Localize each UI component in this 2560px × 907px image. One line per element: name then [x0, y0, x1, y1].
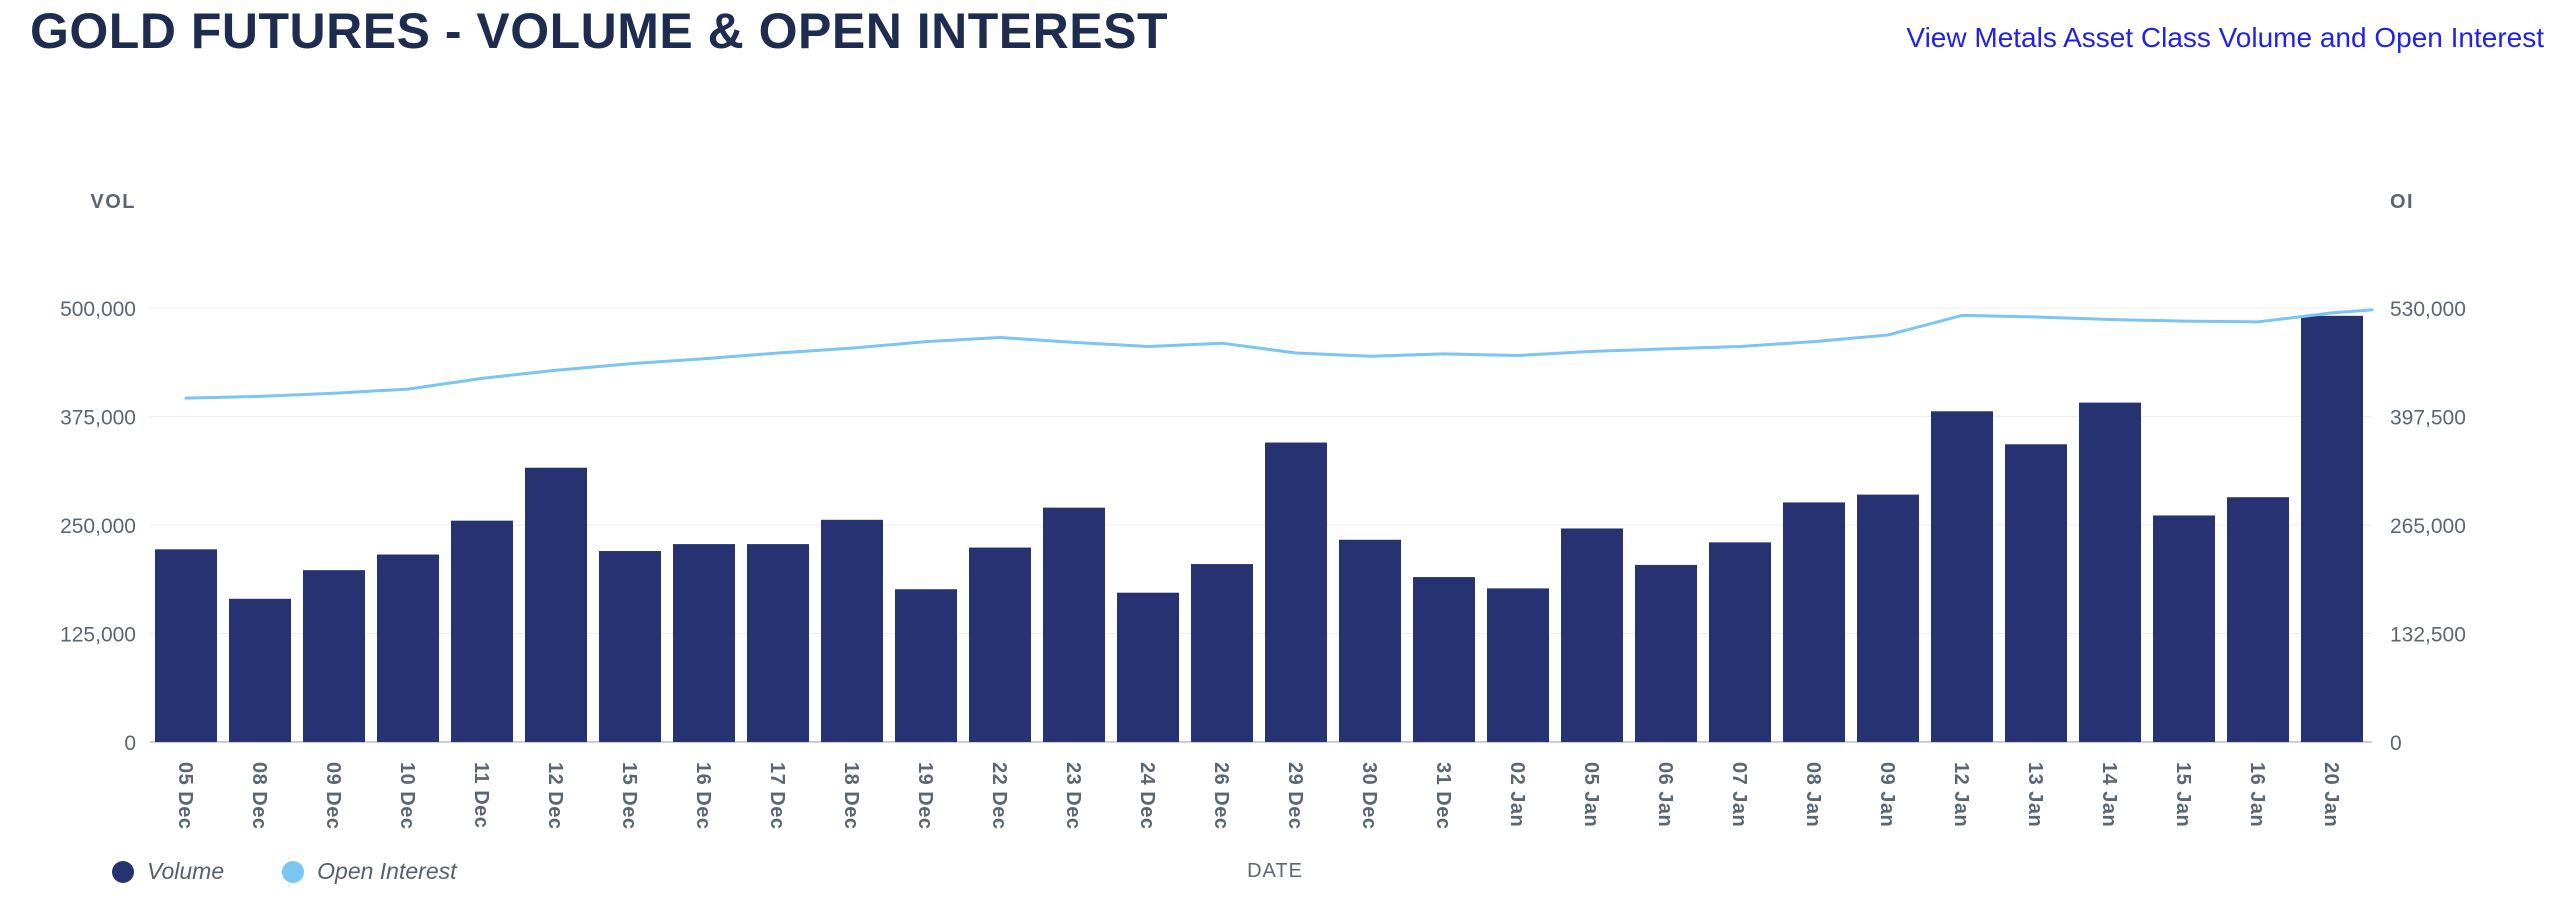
x-axis-label: 12 Dec — [544, 762, 566, 830]
right-axis-tick: 265,000 — [2390, 515, 2466, 538]
left-axis-title: VOL — [90, 191, 136, 213]
legend-volume-label: Volume — [147, 858, 225, 884]
x-axis-label: 24 Dec — [1136, 762, 1158, 830]
right-axis-title: OI — [2390, 191, 2415, 213]
x-axis-label: 16 Jan — [2246, 762, 2268, 827]
x-axis-label: 12 Jan — [1950, 762, 1972, 827]
page-title: GOLD FUTURES - VOLUME & OPEN INTEREST — [30, 3, 1168, 59]
volume-bar[interactable] — [377, 554, 439, 742]
volume-bar[interactable] — [2153, 515, 2215, 742]
volume-bar[interactable] — [1487, 588, 1549, 742]
volume-bar[interactable] — [525, 467, 587, 742]
right-axis-tick: 397,500 — [2390, 407, 2466, 430]
x-axis-label: 22 Dec — [988, 762, 1010, 830]
x-axis-label: 11 Dec — [470, 762, 492, 828]
x-axis-label: 08 Dec — [248, 762, 270, 830]
volume-bar[interactable] — [1339, 539, 1401, 742]
volume-bar[interactable] — [2005, 444, 2067, 742]
metals-asset-class-link[interactable]: View Metals Asset Class Volume and Open … — [1906, 22, 2544, 53]
volume-bar[interactable] — [229, 598, 291, 742]
x-axis-label: 31 Dec — [1432, 762, 1454, 830]
x-axis-label: 20 Jan — [2320, 762, 2342, 827]
x-axis-label: 30 Dec — [1358, 762, 1380, 830]
open-interest-line — [184, 308, 2374, 400]
x-axis-label: 09 Dec — [322, 762, 344, 830]
volume-bar[interactable] — [1191, 564, 1253, 742]
left-axis-tick: 125,000 — [60, 624, 136, 647]
left-axis-tick: 0 — [124, 732, 136, 755]
volume-bar[interactable] — [2227, 497, 2289, 742]
x-axis-label: 02 Jan — [1506, 762, 1528, 827]
x-axis-label: 06 Jan — [1654, 762, 1676, 827]
volume-bar[interactable] — [599, 551, 661, 742]
volume-bar[interactable] — [1709, 542, 1771, 742]
volume-bar[interactable] — [2079, 402, 2141, 742]
legend-item-open-interest[interactable]: Open Interest — [282, 858, 457, 885]
chart-legend: Volume Open Interest — [112, 858, 457, 885]
legend-item-volume[interactable]: Volume — [112, 858, 224, 885]
x-axis-label: 07 Jan — [1728, 762, 1750, 827]
volume-bar[interactable] — [1931, 411, 1993, 742]
x-axis-label: 16 Dec — [692, 762, 714, 830]
x-axis-label: 08 Jan — [1802, 762, 1824, 827]
legend-oi-label: Open Interest — [317, 858, 457, 884]
left-axis-tick: 250,000 — [60, 515, 136, 538]
volume-bar[interactable] — [1413, 577, 1475, 742]
volume-bar[interactable] — [1783, 502, 1845, 742]
right-axis-tick: 530,000 — [2390, 298, 2466, 321]
volume-bar[interactable] — [895, 589, 957, 742]
volume-bar[interactable] — [1043, 507, 1105, 742]
volume-bar[interactable] — [451, 520, 513, 742]
volume-bar[interactable] — [1635, 564, 1697, 742]
x-axis-label: 18 Dec — [840, 762, 862, 830]
x-axis-label: 19 Dec — [914, 762, 936, 830]
volume-bar[interactable] — [1117, 592, 1179, 742]
right-axis-tick: 0 — [2390, 732, 2402, 755]
volume-bar[interactable] — [821, 519, 883, 742]
x-axis-label: 26 Dec — [1210, 762, 1232, 830]
x-axis-label: 10 Dec — [396, 762, 418, 830]
right-axis-tick: 132,500 — [2390, 624, 2466, 647]
x-axis-label: 09 Jan — [1876, 762, 1898, 827]
volume-bar[interactable] — [1857, 494, 1919, 742]
volume-bar[interactable] — [747, 544, 809, 742]
x-axis-label: 05 Dec — [174, 762, 196, 830]
volume-bar[interactable] — [155, 549, 217, 742]
x-axis-label: 15 Dec — [618, 762, 640, 830]
x-axis-label: 17 Dec — [766, 762, 788, 830]
x-axis-label: 29 Dec — [1284, 762, 1306, 830]
x-axis-label: 23 Dec — [1062, 762, 1084, 830]
x-axis-label: 15 Jan — [2172, 762, 2194, 827]
x-axis-label: 13 Jan — [2024, 762, 2046, 827]
volume-bar[interactable] — [1561, 528, 1623, 742]
x-axis-label: 14 Jan — [2098, 762, 2120, 827]
volume-bar[interactable] — [969, 547, 1031, 742]
volume-bar[interactable] — [303, 570, 365, 742]
volume-bar[interactable] — [1265, 442, 1327, 742]
volume-bar[interactable] — [673, 544, 735, 742]
x-axis-label: 05 Jan — [1580, 762, 1602, 827]
legend-oi-swatch — [282, 860, 305, 883]
legend-volume-swatch — [112, 860, 134, 883]
left-axis-tick: 500,000 — [60, 298, 136, 321]
x-axis-title: DATE — [1247, 860, 1303, 882]
volume-bar[interactable] — [2301, 315, 2363, 742]
left-axis-tick: 375,000 — [60, 407, 136, 430]
